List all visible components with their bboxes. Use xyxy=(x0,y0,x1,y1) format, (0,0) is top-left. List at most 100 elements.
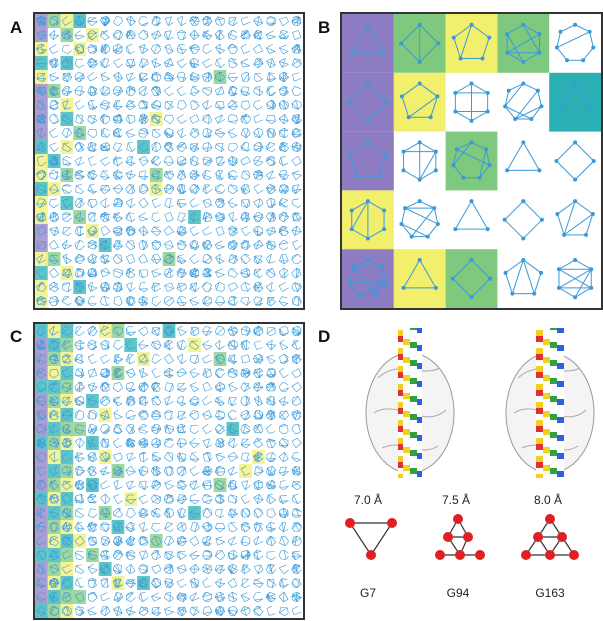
motif-cell xyxy=(278,438,289,448)
motif-cell xyxy=(124,492,138,506)
motif-cell xyxy=(227,354,238,365)
motif-cell xyxy=(75,606,85,617)
motif-cell xyxy=(177,494,187,505)
motif-cell xyxy=(291,382,302,393)
motif-cell xyxy=(162,324,176,338)
motif-cell xyxy=(202,549,213,560)
motif-cell xyxy=(240,395,251,407)
motif-cell xyxy=(278,225,289,236)
motif-cell xyxy=(291,522,302,532)
motif-cell xyxy=(215,409,225,420)
motif-cell xyxy=(47,576,61,590)
motif-cell xyxy=(151,99,162,110)
motif-cell xyxy=(215,564,226,575)
motif-cell xyxy=(87,281,98,292)
motif-cell xyxy=(253,240,264,250)
motif-cell xyxy=(100,113,111,125)
motif-cell xyxy=(214,16,225,26)
motif-cell xyxy=(253,296,263,307)
motif-cell xyxy=(125,225,136,236)
motif-cell xyxy=(228,397,238,407)
motif-cell xyxy=(35,210,48,224)
motif-cell xyxy=(138,522,149,533)
motif-cell xyxy=(266,212,276,222)
motif-cell xyxy=(47,436,61,450)
motif-cell xyxy=(190,522,200,533)
motif-cell xyxy=(125,423,136,434)
motif-cell xyxy=(164,382,174,393)
motif-cell xyxy=(291,563,302,575)
motif-cell xyxy=(176,141,187,153)
motif-cell xyxy=(164,536,175,546)
motif-cell xyxy=(227,409,237,421)
motif-cell xyxy=(164,198,174,209)
motif-cell xyxy=(138,367,149,378)
motif-cell xyxy=(291,353,302,365)
motif-cell xyxy=(75,465,85,477)
motif-cell xyxy=(176,183,187,194)
motif-cell xyxy=(112,254,123,264)
motif-cell xyxy=(100,592,111,602)
motif-cell xyxy=(151,437,162,448)
motif-cell xyxy=(214,396,225,407)
motif-cell xyxy=(291,267,302,279)
motif-cell xyxy=(253,127,264,138)
motif-cell xyxy=(138,282,149,293)
motif-cell xyxy=(164,282,174,292)
motif-cell xyxy=(47,590,61,604)
motif-cell xyxy=(253,522,263,533)
motif-cell xyxy=(177,382,187,393)
motif-cell xyxy=(177,100,187,111)
motif-cell xyxy=(125,591,136,603)
motif-cell xyxy=(202,395,213,406)
motif-cell xyxy=(60,380,74,394)
motif-cell xyxy=(151,327,161,336)
motif-cell xyxy=(291,606,302,616)
motif-cell xyxy=(189,437,200,449)
motif-cell xyxy=(74,267,85,278)
motif-cell xyxy=(215,465,226,476)
motif-cell xyxy=(126,15,136,27)
motif-cell xyxy=(265,521,276,533)
motif-cell xyxy=(214,605,226,616)
motif-cell xyxy=(87,199,98,209)
motif-cell xyxy=(202,15,213,26)
motif-cell xyxy=(151,71,162,82)
motif-cell xyxy=(266,44,276,54)
motif-cell xyxy=(74,409,85,421)
motif-cell xyxy=(253,382,264,392)
motif-cell xyxy=(87,339,98,350)
motif-cell xyxy=(112,438,123,448)
motif-cell xyxy=(35,338,48,352)
motif-cell xyxy=(241,354,251,364)
motif-cell xyxy=(265,170,276,180)
motif-cell xyxy=(138,183,149,195)
motif-grid-a xyxy=(35,14,302,308)
motif-cell xyxy=(112,549,124,561)
motif-cell xyxy=(227,197,238,209)
motif-cell xyxy=(35,492,48,506)
motif-cell xyxy=(137,352,150,366)
motif-cell xyxy=(202,423,212,434)
motif-cell xyxy=(35,154,48,168)
motif-cell xyxy=(189,15,200,26)
motif-cell xyxy=(149,112,163,126)
motif-cell xyxy=(35,352,48,366)
motif-cell xyxy=(266,605,276,616)
motif-cell xyxy=(49,211,60,222)
motif-cell xyxy=(163,141,174,153)
motif-cell xyxy=(125,198,136,209)
motif-cell xyxy=(113,16,124,27)
motif-cell xyxy=(266,268,276,279)
motif-cell xyxy=(151,282,162,292)
motif-cell xyxy=(60,56,74,70)
motif-cell xyxy=(138,295,149,306)
motif-cell xyxy=(112,29,124,40)
motif-cell xyxy=(240,494,251,505)
motif-cell xyxy=(151,395,162,406)
motif-cell xyxy=(87,44,98,54)
motif-cell xyxy=(125,85,136,96)
motif-cell xyxy=(266,354,276,365)
motif-cell xyxy=(189,480,200,491)
motif-cell xyxy=(113,127,123,138)
